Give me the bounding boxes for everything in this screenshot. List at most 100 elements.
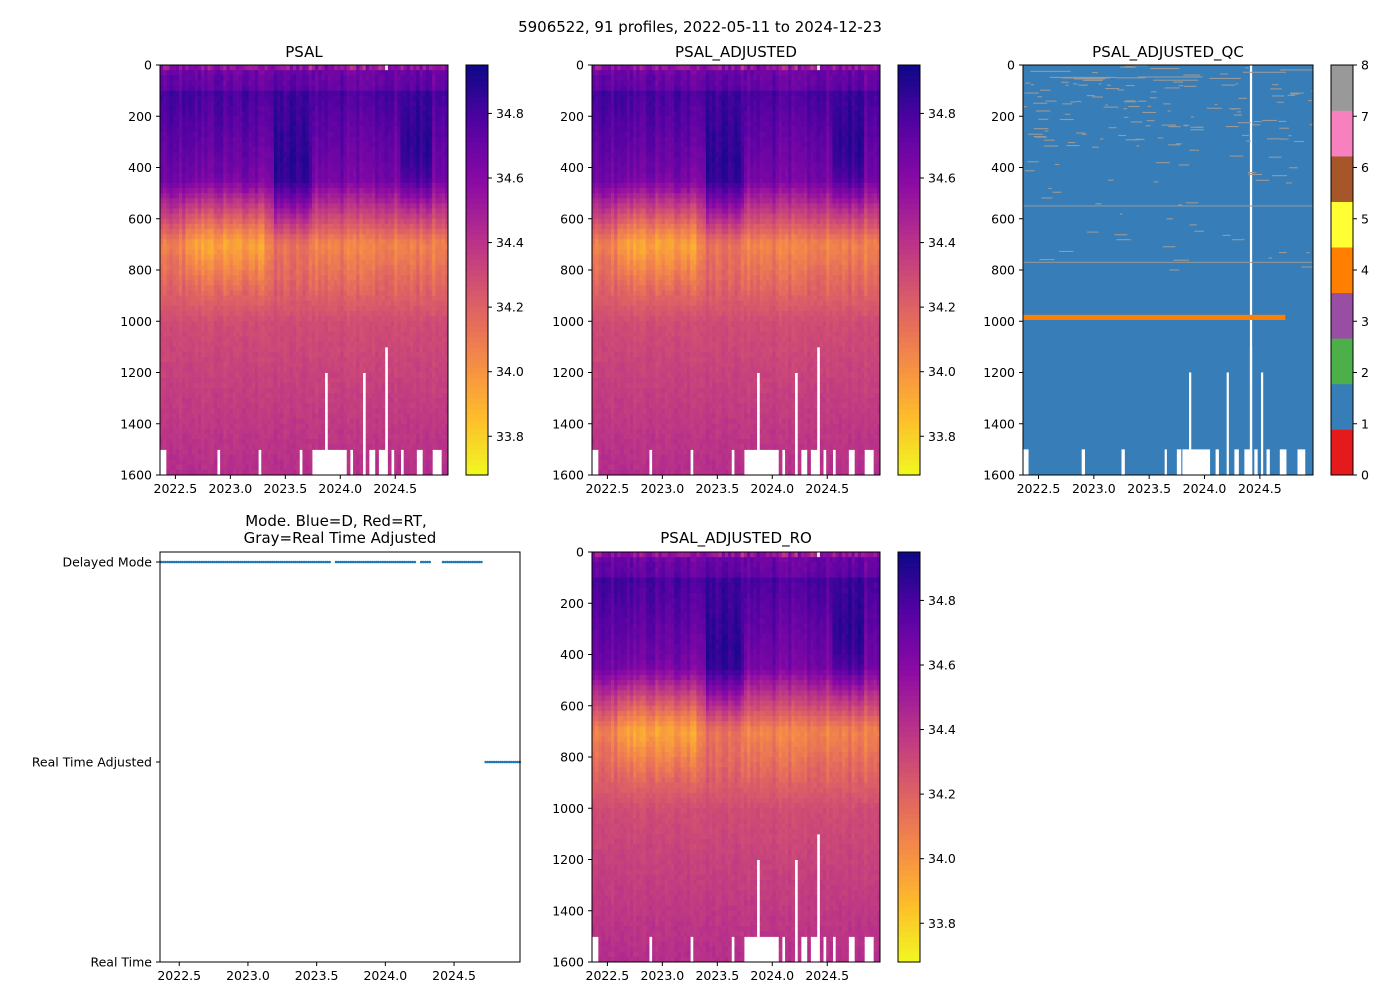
heatmap-cell xyxy=(305,341,310,348)
heatmap-cell xyxy=(353,449,357,456)
heatmap-cell xyxy=(216,162,221,169)
heatmap-cell xyxy=(356,162,360,169)
heatmap-cell xyxy=(226,90,231,97)
heatmap-cell xyxy=(308,336,313,343)
heatmap-cell xyxy=(226,229,231,235)
heatmap-cell xyxy=(251,95,256,102)
heatmap-cell xyxy=(191,464,196,471)
heatmap-cell xyxy=(182,403,186,409)
heatmap-cell xyxy=(353,249,357,256)
heatmap-cell xyxy=(223,167,227,174)
heatmap-cell xyxy=(182,300,186,307)
heatmap-cell xyxy=(201,311,205,317)
heatmap-cell xyxy=(188,403,193,409)
heatmap-cell xyxy=(223,80,227,87)
heatmap-cell xyxy=(248,408,253,415)
heatmap-cell xyxy=(330,167,335,174)
heatmap-cell xyxy=(283,75,288,81)
heatmap-cell xyxy=(182,193,186,199)
heatmap-cell xyxy=(321,336,326,343)
heatmap-cell xyxy=(242,193,246,199)
heatmap-cell xyxy=(318,85,322,92)
heatmap-cell xyxy=(343,428,348,435)
heatmap-cell xyxy=(245,126,250,133)
heatmap-cell xyxy=(327,270,332,276)
heatmap-cell xyxy=(356,352,360,358)
heatmap-cell xyxy=(245,290,250,297)
heatmap-cell xyxy=(175,454,180,461)
heatmap-cell xyxy=(242,152,246,158)
heatmap-cell xyxy=(340,121,345,128)
heatmap-cell xyxy=(258,85,262,92)
heatmap-cell xyxy=(277,295,281,302)
heatmap-cell xyxy=(308,213,313,220)
heatmap-cell xyxy=(308,249,313,256)
heatmap-cell xyxy=(261,270,265,276)
heatmap-cell xyxy=(239,393,243,399)
heatmap-cell xyxy=(258,285,262,292)
heatmap-cell xyxy=(359,203,364,210)
heatmap-cell xyxy=(248,80,253,87)
heatmap-cell xyxy=(327,234,332,240)
heatmap-cell xyxy=(308,116,313,122)
heatmap-cell xyxy=(296,469,300,476)
heatmap-cell xyxy=(321,198,326,204)
heatmap-cell xyxy=(305,305,310,312)
heatmap-cell xyxy=(324,239,329,245)
heatmap-cell xyxy=(210,254,215,261)
heatmap-cell xyxy=(254,418,259,425)
heatmap-cell xyxy=(264,362,269,368)
heatmap-cell xyxy=(220,382,224,389)
heatmap-cell xyxy=(191,444,196,450)
heatmap-cell xyxy=(175,459,180,466)
heatmap-cell xyxy=(191,152,196,158)
heatmap-cell xyxy=(315,398,319,404)
heatmap-cell xyxy=(248,223,253,230)
heatmap-cell xyxy=(194,106,199,112)
heatmap-cell xyxy=(337,141,341,148)
heatmap-cell xyxy=(308,121,313,128)
heatmap-cell xyxy=(223,352,227,358)
heatmap-cell xyxy=(356,157,360,163)
heatmap-cell xyxy=(315,229,319,235)
heatmap-cell xyxy=(270,311,275,317)
heatmap-cell xyxy=(223,234,227,240)
heatmap-cell xyxy=(330,326,335,333)
heatmap-cell xyxy=(327,398,332,404)
heatmap-cell xyxy=(340,362,345,368)
heatmap-cell xyxy=(163,423,167,430)
heatmap-cell xyxy=(349,362,354,368)
heatmap-cell xyxy=(232,398,237,404)
heatmap-cell xyxy=(166,229,170,235)
heatmap-cell xyxy=(182,377,186,384)
heatmap-cell xyxy=(299,229,303,235)
heatmap-cell xyxy=(254,285,259,292)
heatmap-cell xyxy=(330,398,335,404)
heatmap-cell xyxy=(277,270,281,276)
heatmap-cell xyxy=(220,106,224,112)
heatmap-cell xyxy=(223,316,227,322)
heatmap-cell xyxy=(229,75,234,81)
heatmap-cell xyxy=(185,362,189,368)
heatmap-cell xyxy=(229,321,234,327)
heatmap-cell xyxy=(188,311,193,317)
heatmap-cell xyxy=(213,85,218,92)
heatmap-cell xyxy=(286,459,291,466)
heatmap-cell xyxy=(232,331,237,338)
heatmap-cell xyxy=(292,162,297,169)
heatmap-cell xyxy=(302,167,307,174)
heatmap-cell xyxy=(185,408,189,415)
heatmap-cell xyxy=(343,172,348,179)
heatmap-cell xyxy=(346,285,351,292)
heatmap-cell xyxy=(166,234,170,240)
heatmap-cell xyxy=(242,188,246,194)
heatmap-cell xyxy=(334,408,338,415)
heatmap-cell xyxy=(334,352,338,358)
heatmap-cell xyxy=(229,428,234,435)
heatmap-cell xyxy=(270,152,275,158)
heatmap-cell xyxy=(254,116,259,122)
heatmap-cell xyxy=(346,469,351,476)
heatmap-cell xyxy=(242,100,246,107)
heatmap-cell xyxy=(327,182,332,189)
heatmap-cell xyxy=(343,346,348,353)
